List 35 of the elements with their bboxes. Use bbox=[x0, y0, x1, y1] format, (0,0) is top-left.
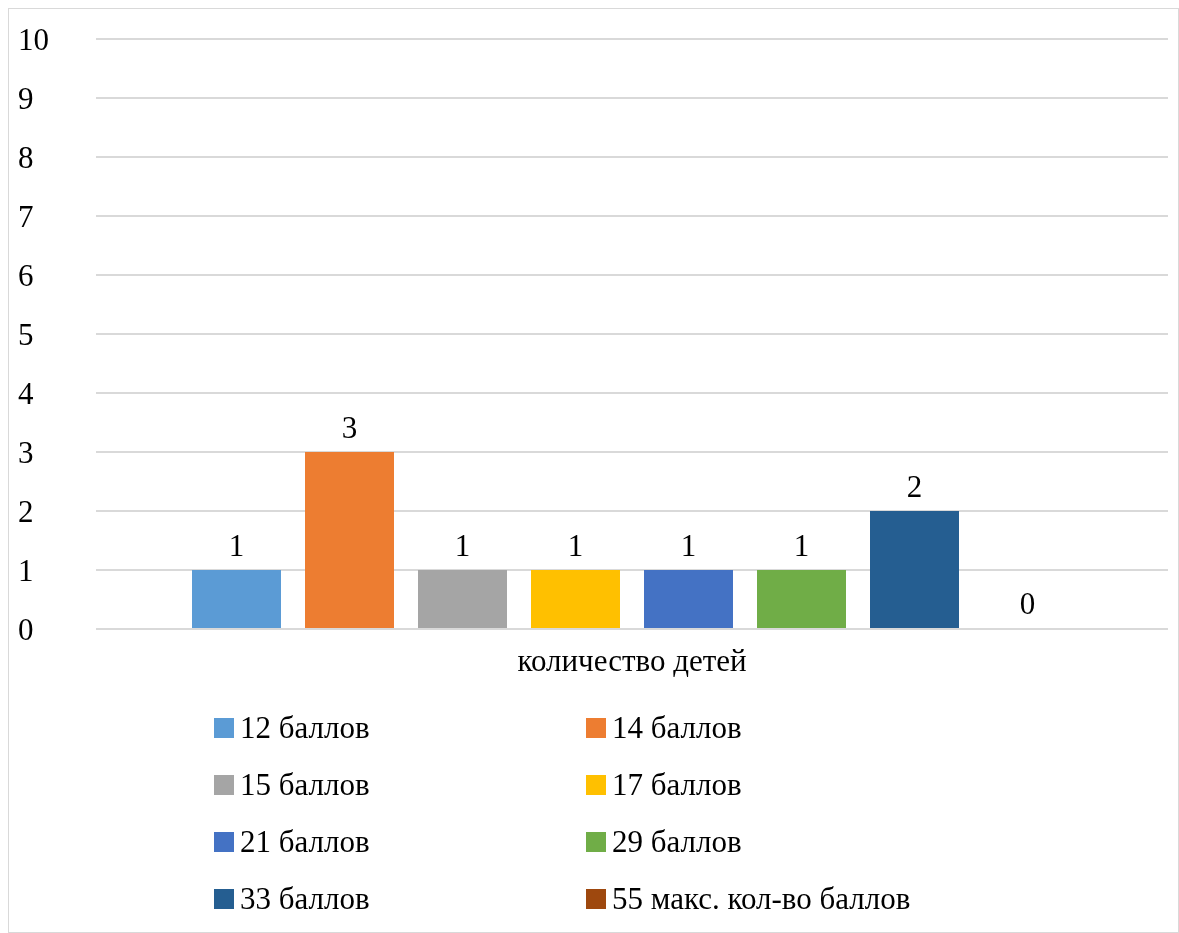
data-label: 1 bbox=[793, 528, 810, 563]
legend-label: 33 баллов bbox=[240, 880, 370, 917]
legend-label: 17 баллов bbox=[612, 766, 742, 803]
legend-label: 12 баллов bbox=[240, 709, 370, 746]
bar bbox=[870, 511, 959, 629]
bar bbox=[644, 570, 733, 629]
legend-label: 15 баллов bbox=[240, 766, 370, 803]
data-label: 1 bbox=[454, 528, 471, 563]
y-tick-label: 2 bbox=[18, 494, 34, 530]
bar bbox=[192, 570, 281, 629]
y-tick-label: 6 bbox=[18, 258, 34, 294]
y-tick-label: 1 bbox=[18, 553, 34, 589]
legend-label: 21 баллов bbox=[240, 823, 370, 860]
y-tick-label: 5 bbox=[18, 317, 34, 353]
bar bbox=[757, 570, 846, 629]
data-label: 1 bbox=[680, 528, 697, 563]
y-tick-label: 0 bbox=[18, 612, 34, 648]
legend-label: 55 макс. кол-во баллов bbox=[612, 880, 911, 917]
data-label: 1 bbox=[228, 528, 245, 563]
y-tick-label: 8 bbox=[18, 140, 34, 176]
y-tick-label: 10 bbox=[18, 22, 49, 58]
y-tick-label: 4 bbox=[18, 376, 34, 412]
bar bbox=[531, 570, 620, 629]
bar bbox=[418, 570, 507, 629]
data-label: 0 bbox=[1019, 586, 1036, 621]
bar bbox=[305, 452, 394, 629]
y-tick-label: 9 bbox=[18, 81, 34, 116]
x-tick-label: количество детей bbox=[517, 643, 747, 679]
data-label: 3 bbox=[341, 410, 358, 445]
data-label: 1 bbox=[567, 528, 584, 563]
y-tick-label: 7 bbox=[18, 199, 34, 235]
legend-label: 29 баллов bbox=[612, 823, 742, 860]
data-label: 2 bbox=[906, 469, 923, 504]
y-tick-label: 3 bbox=[18, 435, 34, 471]
legend-label: 14 баллов bbox=[612, 709, 742, 746]
